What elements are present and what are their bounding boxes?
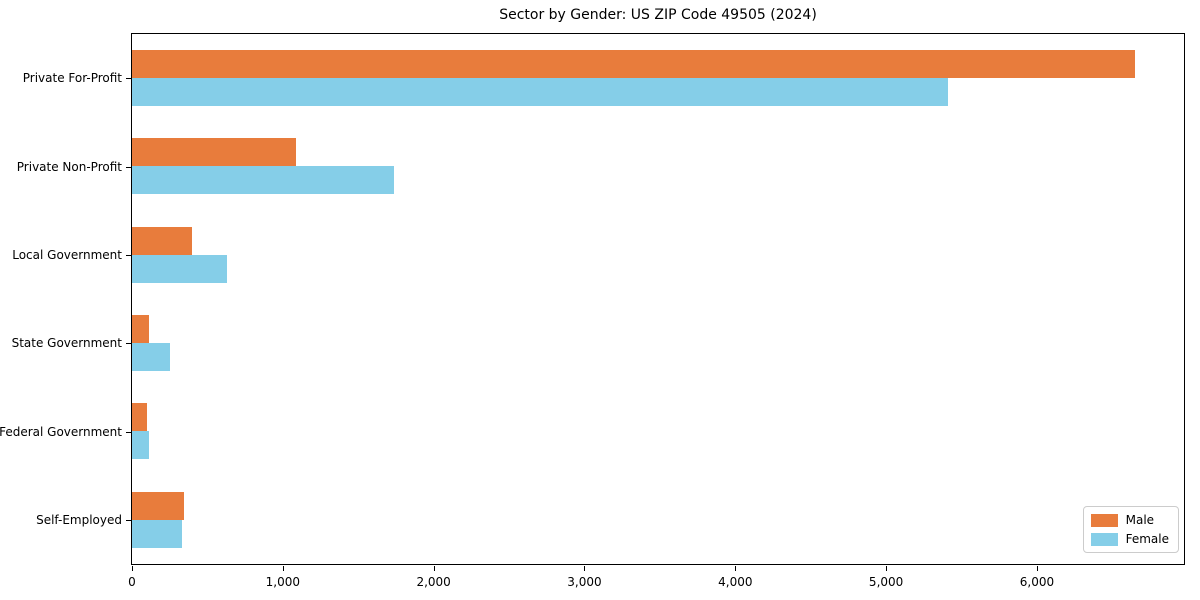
y-tick-mark [126,254,131,256]
bar-female [132,343,170,372]
bar-female [132,431,150,460]
y-tick-mark [126,431,131,433]
legend-entry-male: Male [1090,513,1169,527]
y-tick-label: Local Government [12,247,122,262]
x-tick-mark [1036,566,1038,571]
y-tick-label: Federal Government [0,424,122,439]
bar-male [132,403,148,432]
legend-swatch-male [1090,513,1118,527]
x-tick-mark [735,566,737,571]
plot-area: Private For-Profit Private Non-Profit Loca… [0,33,1185,589]
y-tick-mark [126,343,131,345]
bar-female [132,166,394,195]
legend: Male Female [1082,506,1179,553]
bar-group [132,299,1184,387]
legend-entry-female: Female [1090,532,1169,546]
x-tick-label: 6,000 [1019,575,1055,589]
y-tick-mark [126,78,131,80]
bar-male [132,138,297,167]
x-tick-mark [433,566,435,571]
x-tick-mark [282,566,284,571]
y-tick-label: Self-Employed [36,512,122,527]
bar-male [132,226,193,255]
y-tick-mark [126,519,131,521]
legend-label: Female [1125,532,1169,546]
bar-male [132,491,185,520]
legend-swatch-female [1090,532,1118,546]
legend-label: Male [1125,513,1155,527]
x-tick-mark [886,566,888,571]
x-tick-label: 5,000 [868,575,904,589]
x-tick-label: 4,000 [718,575,753,589]
x-tick-label: 0 [128,575,136,589]
bar-group [132,476,1184,564]
x-tick-label: 3,000 [567,575,602,589]
bar-group [132,211,1184,299]
y-tick-label: State Government [11,336,122,351]
bar-male [132,50,1135,79]
bar-group [132,122,1184,210]
bar-group [132,387,1184,475]
x-tick-mark [584,566,586,571]
y-tick-label: Private Non-Profit [16,159,122,174]
y-tick-mark [126,166,131,168]
bar-female [132,519,182,548]
x-tick-label: 2,000 [416,575,451,589]
bar-group [132,34,1184,122]
bar-female [132,254,228,283]
chart-title: Sector by Gender: US ZIP Code 49505 (202… [499,7,817,23]
bar-female [132,78,948,107]
bar-male [132,315,150,344]
x-tick-mark [132,566,133,571]
x-tick-label: 1,000 [265,575,300,589]
y-tick-label: Private For-Profit [22,71,122,86]
